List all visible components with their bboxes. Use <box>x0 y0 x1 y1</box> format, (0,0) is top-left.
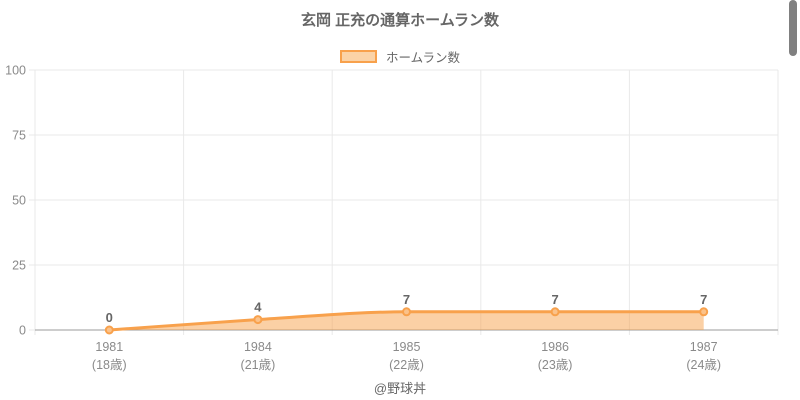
y-tick-label: 100 <box>5 64 26 78</box>
x-tick-label-year: 1986 <box>541 340 569 354</box>
x-tick-label-age: (22歳) <box>389 358 424 372</box>
vertical-scrollbar-thumb[interactable] <box>789 0 797 56</box>
x-tick-label-year: 1987 <box>690 340 718 354</box>
chart-title: 玄岡 正充の通算ホームラン数 <box>301 12 499 29</box>
data-point-value-label: 7 <box>403 292 410 307</box>
credit-text: @野球丼 <box>373 381 427 396</box>
y-tick-label: 50 <box>12 194 26 208</box>
y-tick-label: 0 <box>19 324 26 338</box>
x-tick-label-age: (21歳) <box>241 358 276 372</box>
data-point-value-label: 4 <box>254 300 262 315</box>
series-area <box>109 311 704 330</box>
x-tick-label-year: 1981 <box>95 340 123 354</box>
legend-color-swatch <box>339 50 377 63</box>
data-point-1984[interactable] <box>253 315 263 325</box>
y-tick-label: 75 <box>12 129 26 143</box>
legend-label: ホームラン数 <box>385 51 460 65</box>
data-point-value-label: 0 <box>106 310 113 325</box>
x-tick-label-age: (18歳) <box>92 358 127 372</box>
data-point-value-label: 7 <box>700 292 707 307</box>
data-point-1981[interactable] <box>104 325 114 335</box>
legend-item-homeruns[interactable]: ホームラン数 <box>0 47 800 66</box>
x-tick-label-year: 1985 <box>393 340 421 354</box>
y-tick-label: 25 <box>12 259 26 273</box>
data-point-1987[interactable] <box>699 307 709 317</box>
x-tick-label-year: 1984 <box>244 340 272 354</box>
data-point-value-label: 7 <box>551 292 558 307</box>
data-point-1985[interactable] <box>402 307 411 317</box>
data-point-1986[interactable] <box>550 307 560 317</box>
x-tick-label-age: (24歳) <box>686 358 721 372</box>
x-tick-label-age: (23歳) <box>538 358 573 372</box>
